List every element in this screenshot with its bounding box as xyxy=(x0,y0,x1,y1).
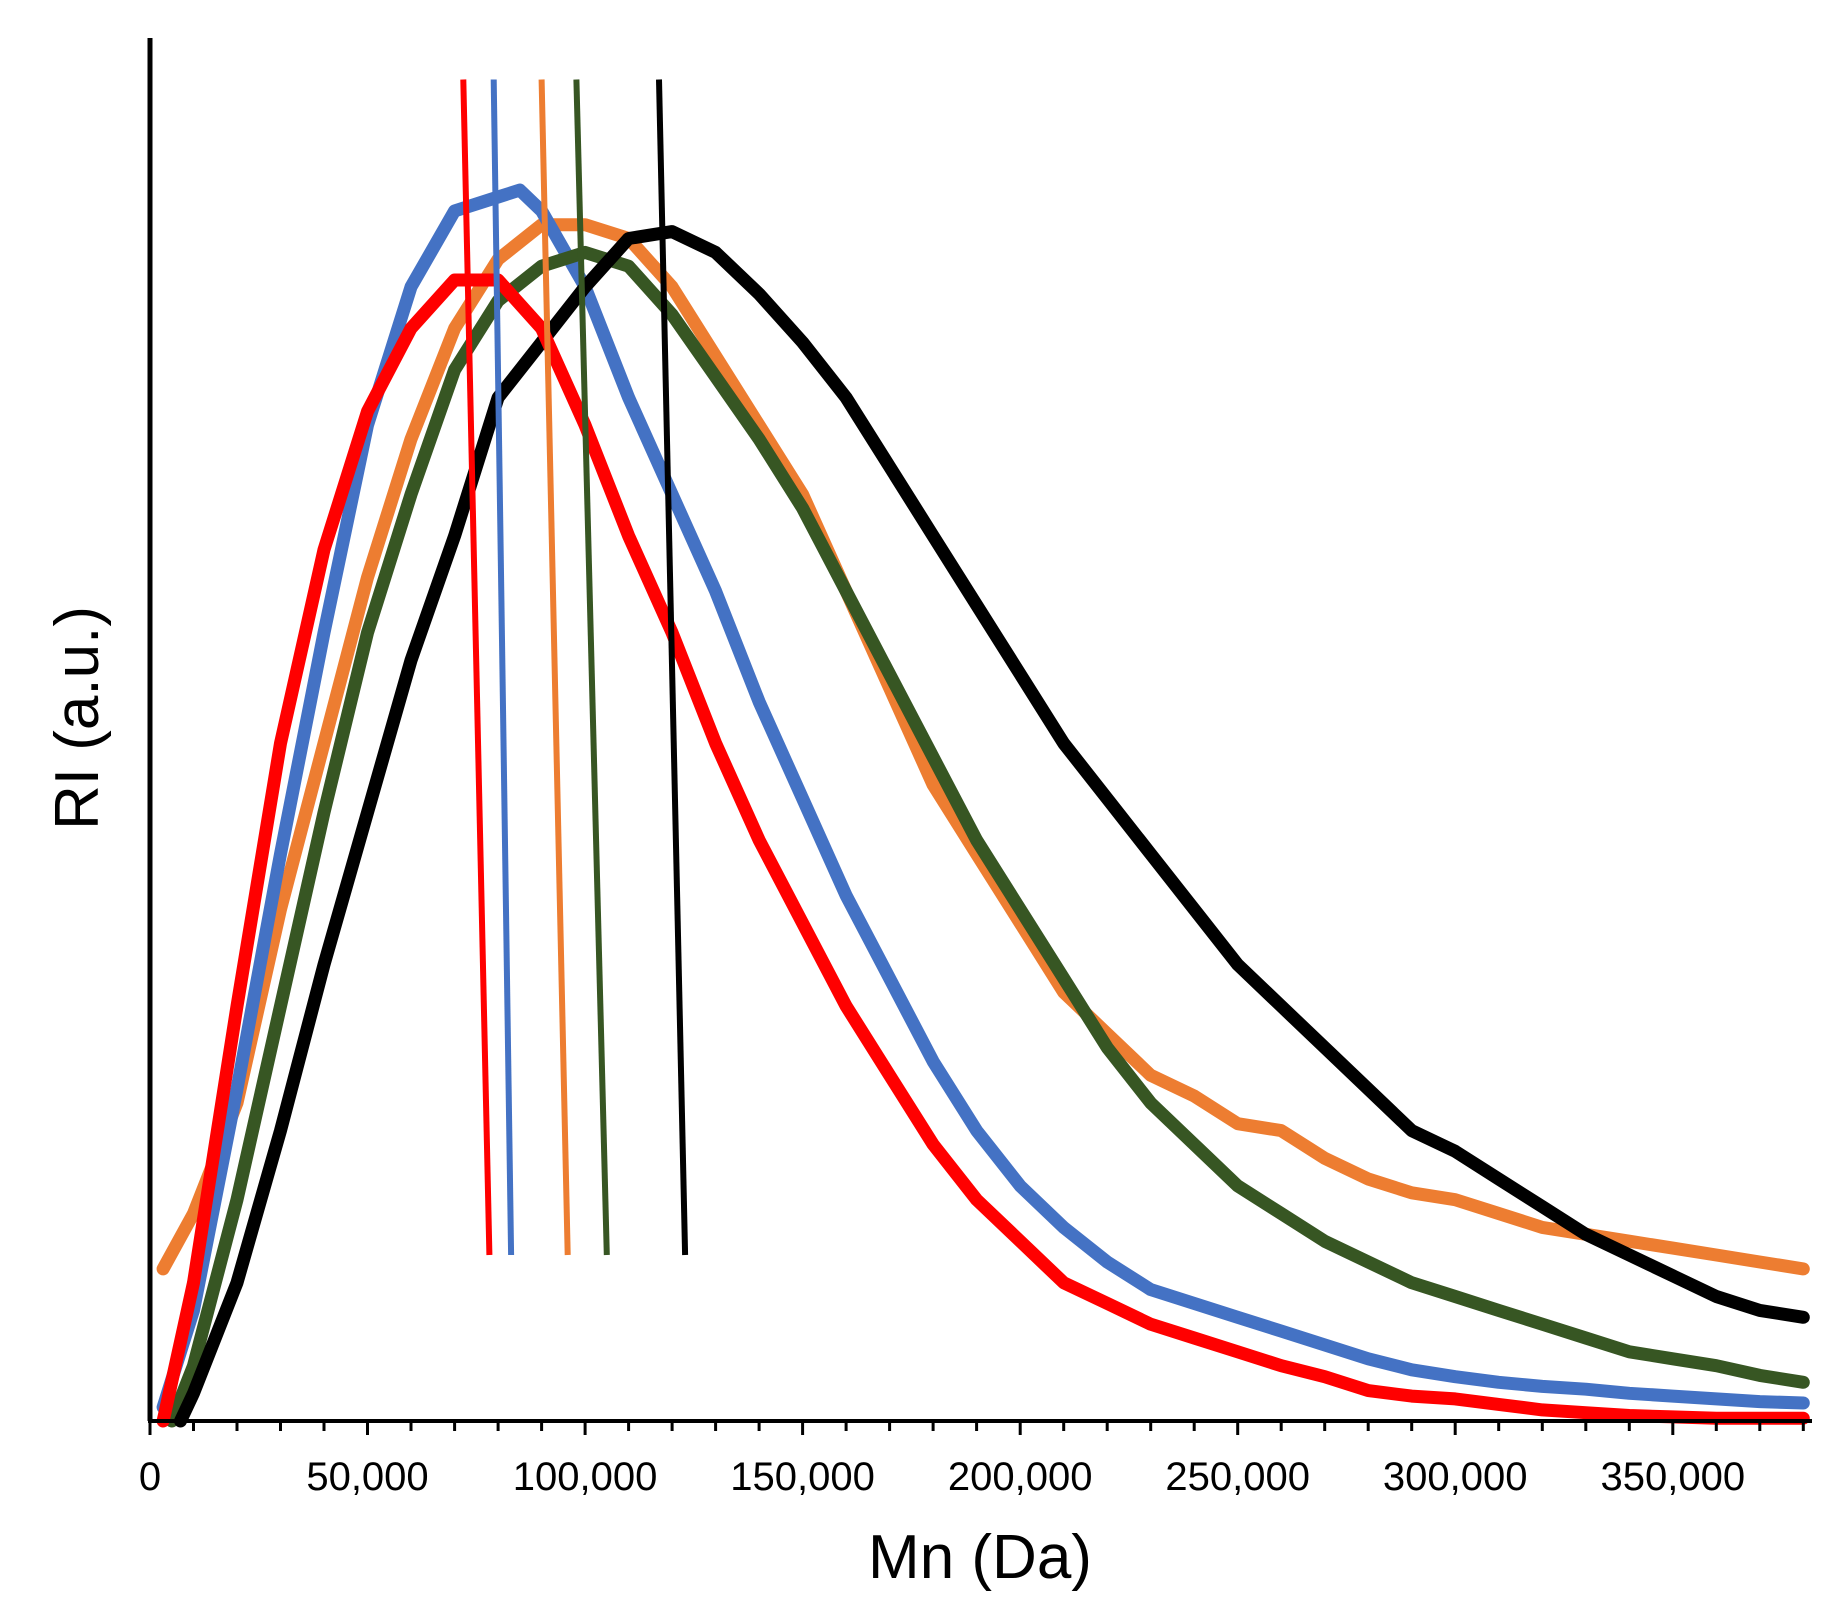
marker-layer xyxy=(460,79,689,1256)
mn-marker-line-1 xyxy=(460,79,493,1256)
x-axis-title: Mn (Da) xyxy=(868,1523,1092,1592)
mn-marker-line-5 xyxy=(656,79,689,1256)
series-line-3 xyxy=(165,245,1810,1428)
x-tick-label: 50,000 xyxy=(306,1455,428,1499)
x-tick-label: 0 xyxy=(139,1455,161,1499)
x-tick-label: 350,000 xyxy=(1601,1455,1746,1499)
x-axis-ticks: 0 50,000 100,000 150,000 200,000 250,000 300,0… xyxy=(139,1421,1805,1499)
x-tick-label: 100,000 xyxy=(513,1455,658,1499)
x-tick-label: 300,000 xyxy=(1383,1455,1528,1499)
mn-marker-line-2 xyxy=(490,79,515,1256)
series-line-2 xyxy=(156,183,1810,1414)
x-tick-label: 200,000 xyxy=(948,1455,1093,1499)
x-tick-label: 250,000 xyxy=(1165,1455,1310,1499)
series-line-1 xyxy=(156,218,1810,1276)
mn-marker-line-3 xyxy=(538,79,571,1256)
x-tick-label: 150,000 xyxy=(730,1455,875,1499)
series-layer xyxy=(156,183,1810,1428)
series-line-5 xyxy=(156,273,1810,1428)
mn-marker-line-4 xyxy=(573,79,610,1256)
y-axis-title: RI (a.u.) xyxy=(43,606,112,830)
series-line-4 xyxy=(174,225,1810,1428)
